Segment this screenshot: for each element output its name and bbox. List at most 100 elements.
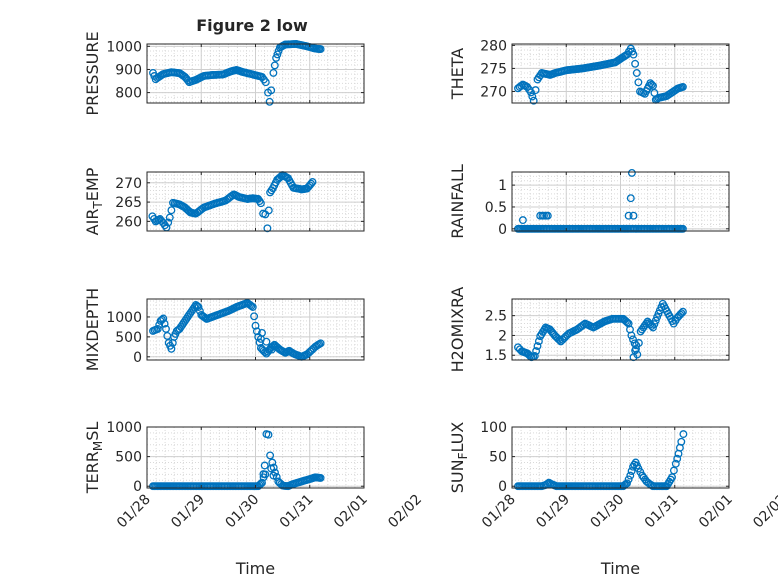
data-point bbox=[623, 318, 632, 327]
y-tick-label: 1.5 bbox=[485, 348, 507, 364]
data-point bbox=[264, 206, 273, 215]
data-point bbox=[267, 86, 276, 95]
data-point bbox=[316, 45, 325, 54]
data-point bbox=[269, 68, 278, 77]
data-point bbox=[624, 211, 633, 220]
data-point bbox=[632, 341, 641, 350]
data-point bbox=[258, 478, 266, 487]
data-point bbox=[531, 86, 540, 95]
data-point bbox=[651, 316, 660, 325]
y-axis-label: PRESSURE bbox=[83, 31, 102, 115]
data-point bbox=[261, 470, 270, 479]
x-tick-label: 01/28 bbox=[479, 492, 519, 532]
y-axis-label: AIRTEMP bbox=[83, 167, 105, 235]
data-point bbox=[272, 53, 281, 62]
x-tick-label: 01/29 bbox=[168, 492, 208, 532]
data-point bbox=[277, 172, 286, 181]
y-axis-label: H2OMIXRA bbox=[448, 287, 467, 373]
y-axis-label-part: RAINFALL bbox=[448, 164, 467, 239]
y-tick-label: 0.5 bbox=[485, 200, 507, 216]
y-tick-label: 1 bbox=[498, 178, 507, 194]
data-point bbox=[165, 213, 174, 222]
data-point bbox=[529, 96, 538, 105]
data-point bbox=[624, 475, 633, 484]
data-point bbox=[228, 191, 237, 200]
y-tick-label: 2 bbox=[498, 328, 507, 344]
data-point bbox=[679, 430, 688, 439]
data-point bbox=[256, 479, 265, 488]
data-point bbox=[673, 454, 682, 463]
data-point bbox=[528, 92, 537, 101]
y-axis-label-subscript: T bbox=[91, 201, 105, 210]
data-point bbox=[252, 327, 261, 336]
y-axis-label-part: MIXDEPTH bbox=[83, 288, 102, 371]
data-point bbox=[308, 178, 317, 186]
data-point bbox=[534, 337, 543, 346]
data-point bbox=[164, 218, 173, 227]
data-point bbox=[671, 459, 680, 468]
data-point bbox=[261, 78, 270, 87]
x-axis-label: Time bbox=[235, 559, 275, 578]
data-point bbox=[527, 88, 535, 97]
y-tick-label: 0 bbox=[133, 479, 142, 495]
data-point bbox=[264, 430, 273, 439]
x-axis-label: Time bbox=[600, 559, 640, 578]
data-point bbox=[678, 82, 687, 91]
data-point bbox=[668, 473, 676, 482]
data-point bbox=[250, 312, 259, 321]
y-tick-label: 800 bbox=[115, 86, 142, 102]
y-axis-label-part: EMP bbox=[83, 167, 102, 201]
axes-theta: 270 275 280 THETA bbox=[448, 38, 730, 105]
data-point bbox=[626, 194, 635, 203]
data-point bbox=[153, 324, 162, 333]
y-tick-label: 2.5 bbox=[485, 309, 507, 325]
y-axis-label: RAINFALL bbox=[448, 164, 467, 239]
y-axis-label: TERRMSL bbox=[83, 422, 105, 495]
x-tick-label: 01/30 bbox=[587, 492, 627, 532]
data-point bbox=[650, 320, 659, 329]
y-axis-label: SUNFLUX bbox=[448, 422, 470, 494]
data-point bbox=[677, 437, 686, 446]
data-point bbox=[266, 451, 275, 460]
y-axis-label-part: PRESSURE bbox=[83, 31, 102, 115]
y-tick-label: 0 bbox=[133, 350, 142, 366]
y-tick-label: 270 bbox=[115, 176, 142, 192]
x-tick-label: 02/01 bbox=[331, 492, 371, 532]
data-point bbox=[543, 211, 552, 220]
data-point bbox=[316, 339, 325, 348]
data-point bbox=[627, 331, 636, 340]
y-axis-label-part: THETA bbox=[448, 48, 467, 100]
y-tick-label: 275 bbox=[480, 61, 507, 77]
data-point bbox=[532, 347, 541, 356]
y-tick-label: 900 bbox=[115, 62, 142, 78]
y-axis-label-part: LUX bbox=[448, 422, 467, 453]
data-point bbox=[256, 199, 265, 208]
y-tick-label: 500 bbox=[115, 330, 142, 346]
data-point bbox=[307, 179, 316, 188]
data-point bbox=[273, 50, 282, 59]
data-point bbox=[248, 303, 257, 311]
y-tick-label: 1000 bbox=[106, 420, 142, 436]
data-point bbox=[629, 50, 638, 59]
y-tick-label: 270 bbox=[480, 84, 507, 100]
data-point bbox=[267, 345, 276, 354]
data-point bbox=[530, 352, 539, 360]
y-tick-label: 0 bbox=[498, 479, 507, 495]
y-axis-label-part: SUN bbox=[448, 459, 467, 493]
x-tick-label: 01/31 bbox=[642, 492, 682, 532]
x-tick-label: 01/31 bbox=[277, 492, 317, 532]
y-tick-label: 260 bbox=[115, 214, 142, 230]
data-point bbox=[160, 319, 169, 328]
y-tick-label: 50 bbox=[489, 450, 507, 466]
data-point bbox=[316, 473, 325, 482]
data-point bbox=[269, 471, 278, 480]
data-point bbox=[167, 206, 176, 215]
data-point bbox=[267, 464, 276, 473]
data-point bbox=[669, 466, 678, 475]
chart-title: Figure 2 low bbox=[196, 16, 308, 35]
y-tick-label: 0 bbox=[498, 222, 507, 238]
